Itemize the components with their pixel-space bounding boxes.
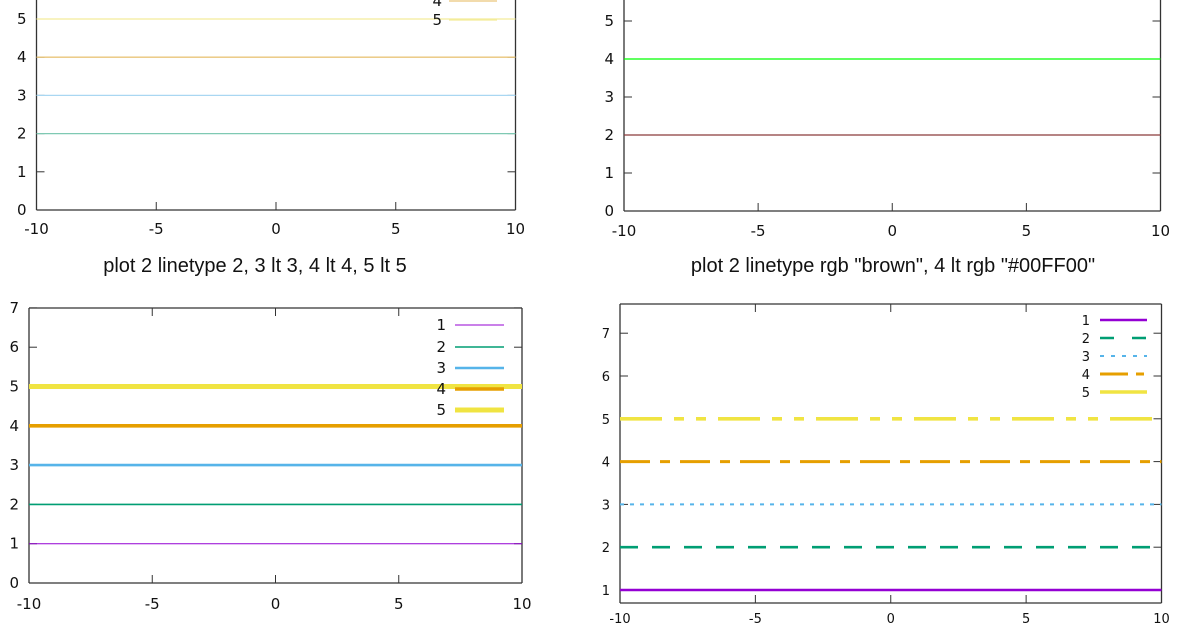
y-tick-label: 3: [602, 498, 610, 513]
y-tick-label: 2: [604, 126, 614, 144]
legend-label: 3: [436, 359, 446, 377]
y-tick-label: 2: [9, 495, 19, 513]
legend: 1 2 3 4 5: [1082, 314, 1147, 401]
y-tick-label: 4: [602, 456, 610, 471]
y-tick-label: 2: [17, 125, 27, 143]
x-tick-label: 5: [1022, 222, 1032, 240]
legend-label: 1: [1082, 314, 1090, 329]
y-tick-label: 4: [17, 48, 27, 66]
legend-label: 5: [1082, 386, 1090, 401]
y-tick-label: 1: [602, 584, 610, 599]
legend: 1 2 3 4 5: [436, 316, 504, 419]
panel-caption: plot 2 linetype rgb "brown", 4 lt rgb "#…: [691, 255, 1095, 277]
y-tick-label: 7: [9, 299, 19, 317]
plot-panel-2: -10 -5 0 5 10 0 1 2 3 4 5: [604, 0, 1170, 240]
y-tick-label: 3: [17, 86, 27, 104]
x-tick-label: 10: [1153, 612, 1170, 627]
y-tick-label: 5: [602, 413, 610, 428]
y-tick-label: 1: [604, 164, 614, 182]
legend-label: 4: [1082, 368, 1090, 383]
legend-label: 1: [436, 316, 446, 334]
x-tick-label: 0: [887, 222, 897, 240]
y-tick-label: 3: [9, 456, 19, 474]
legend: 45: [432, 0, 497, 29]
y-tick-label: 2: [602, 541, 610, 556]
panel-caption: plot 2 linetype 2, 3 lt 3, 4 lt 4, 5 lt …: [103, 255, 407, 277]
y-tick-label: 6: [9, 338, 19, 356]
x-tick-label: 5: [391, 220, 401, 238]
x-tick-label: 0: [271, 220, 281, 238]
x-tick-label: 0: [271, 595, 281, 613]
y-tick-label: 4: [604, 50, 614, 68]
y-tick-label: 5: [17, 10, 27, 28]
y-tick-label: 7: [602, 327, 610, 342]
x-tick-label: 0: [887, 612, 895, 627]
legend-label: 2: [436, 338, 446, 356]
y-tick-label: 0: [17, 201, 27, 219]
x-tick-label: 10: [1151, 222, 1170, 240]
y-tick-label: 1: [9, 535, 19, 553]
x-tick-label: -10: [612, 222, 637, 240]
y-tick-label: 0: [9, 574, 19, 592]
x-tick-label: -5: [749, 612, 762, 627]
plot-panel-4: -10 -5 0 5 10 1 2 3 4 5 6 7 1 2 3 4 5: [602, 303, 1170, 627]
y-tick-label: 1: [17, 163, 27, 181]
legend-label: 4: [432, 0, 442, 10]
x-tick-label: -5: [149, 220, 164, 238]
x-tick-label: 5: [394, 595, 404, 613]
y-tick-label: 6: [602, 370, 610, 385]
y-tick-label: 0: [604, 202, 614, 220]
legend-label: 4: [436, 380, 446, 398]
y-tick-label: 5: [9, 378, 19, 396]
x-tick-label: -10: [609, 612, 630, 627]
x-tick-label: 10: [506, 220, 525, 238]
plot-panel-3: -10 -5 0 5 10 0 1 2 3 4 5 6 7 1 2 3 4 5: [9, 299, 531, 613]
legend-label: 2: [1082, 332, 1090, 347]
x-tick-label: -5: [751, 222, 766, 240]
x-tick-label: -10: [17, 595, 42, 613]
legend-label: 5: [432, 11, 442, 29]
y-tick-label: 3: [604, 88, 614, 106]
x-tick-label: -10: [24, 220, 49, 238]
x-tick-label: 5: [1022, 612, 1030, 627]
x-tick-label: -5: [145, 595, 160, 613]
legend-label: 3: [1082, 350, 1090, 365]
y-tick-label: 5: [604, 12, 614, 30]
x-tick-label: 10: [512, 595, 531, 613]
legend-label: 5: [436, 401, 446, 419]
y-tick-label: 4: [9, 417, 19, 435]
